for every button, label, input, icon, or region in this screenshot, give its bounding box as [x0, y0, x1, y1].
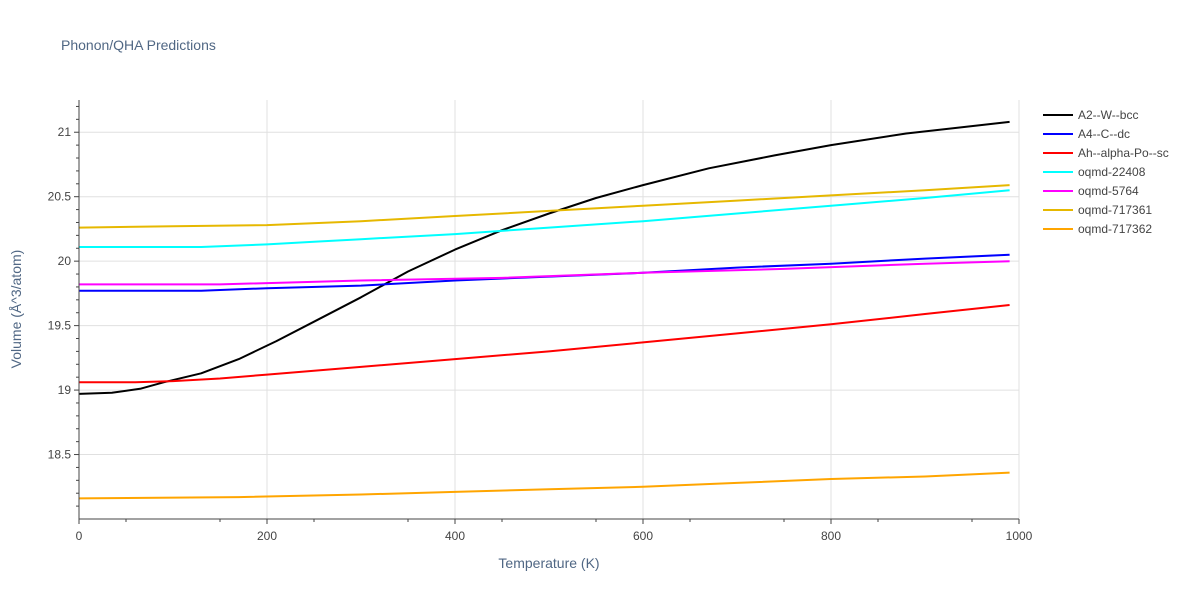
chart-title: Phonon/QHA Predictions [61, 37, 216, 53]
series-line-5 [78, 184, 1010, 229]
legend: A2--W--bcc A4--C--dc Ah--alpha-Po--sc oqmd-… [1043, 108, 1169, 236]
y-tick-label: 19.5 [48, 319, 72, 333]
x-tick-label: 600 [633, 529, 653, 543]
y-axis-title: Volume (Å^3/atom) [8, 250, 24, 369]
legend-item[interactable]: oqmd-5764 [1043, 184, 1139, 198]
x-axis-ticks: 0 200 400 600 800 1000 [76, 519, 1033, 543]
legend-item[interactable]: A2--W--bcc [1043, 108, 1138, 122]
legend-label: A4--C--dc [1078, 127, 1130, 141]
legend-label: oqmd-22408 [1078, 165, 1146, 179]
legend-label: oqmd-5764 [1078, 184, 1139, 198]
series-line-3 [79, 189, 1010, 248]
y-tick-label: 19 [58, 383, 72, 397]
legend-label: oqmd-717362 [1078, 222, 1152, 236]
x-axis-title: Temperature (K) [498, 555, 599, 571]
x-tick-label: 200 [257, 529, 277, 543]
legend-label: Ah--alpha-Po--sc [1078, 146, 1169, 160]
y-tick-label: 18.5 [48, 448, 72, 462]
x-tick-label: 1000 [1006, 529, 1033, 543]
legend-label: oqmd-717361 [1078, 203, 1152, 217]
x-tick-label: 800 [821, 529, 841, 543]
legend-item[interactable]: oqmd-22408 [1043, 165, 1146, 179]
x-tick-label: 400 [445, 529, 465, 543]
y-tick-label: 21 [58, 125, 72, 139]
series-line-2 [79, 304, 1010, 384]
series-line-4 [79, 260, 1010, 286]
legend-item[interactable]: A4--C--dc [1043, 127, 1130, 141]
legend-item[interactable]: Ah--alpha-Po--sc [1043, 146, 1169, 160]
series-layer [78, 120, 1010, 500]
legend-label: A2--W--bcc [1078, 108, 1138, 122]
y-tick-label: 20.5 [48, 190, 72, 204]
legend-item[interactable]: oqmd-717361 [1043, 203, 1152, 217]
y-tick-label: 20 [58, 254, 72, 268]
x-tick-label: 0 [76, 529, 83, 543]
series-line-6 [78, 471, 1010, 500]
legend-item[interactable]: oqmd-717362 [1043, 222, 1152, 236]
